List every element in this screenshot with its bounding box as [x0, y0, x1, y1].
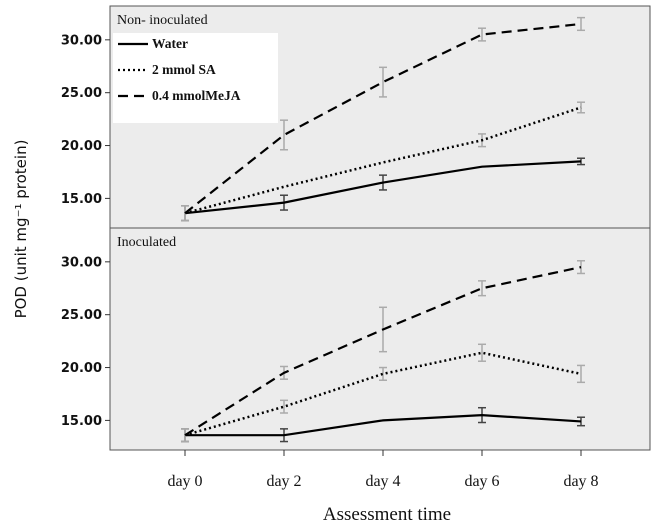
x-tick-label: day 2 — [266, 473, 301, 490]
x-tick-label: day 6 — [464, 473, 499, 490]
y-tick-label: 20.00 — [61, 139, 102, 154]
series-water — [181, 406, 585, 443]
chart-panels: 15.00 20.00 25.00 30.00 Non- inoculated Water… — [61, 5, 651, 451]
legend-entry: 2 mmol SA — [152, 62, 216, 77]
legend-box — [113, 33, 278, 123]
panel-background — [109, 227, 651, 451]
series-line — [184, 22, 582, 215]
legend: Water 2 mmol SA 0.4 mmolMeJA — [113, 33, 278, 123]
series-line — [184, 160, 582, 215]
error-bar — [280, 399, 288, 414]
error-bar — [379, 66, 387, 98]
series-line — [184, 106, 582, 215]
y-tick-label: 20.00 — [61, 361, 102, 376]
error-bar — [181, 205, 189, 222]
error-bar — [478, 27, 486, 42]
y-tick-label: 15.00 — [61, 192, 102, 207]
error-bar — [379, 366, 387, 381]
panel-inoculated: 15.00 20.00 25.00 30.00 Inoculated — [61, 227, 651, 451]
y-tick-label: 30.00 — [61, 33, 102, 48]
series-0-4-mmolmeja — [181, 16, 585, 222]
y-tick-label: 30.00 — [61, 255, 102, 270]
y-tick-label: 25.00 — [61, 86, 102, 101]
y-axis-title: POD (unit mg⁻¹ protein) — [12, 140, 30, 319]
error-bar — [577, 16, 585, 32]
y-tick-label: 25.00 — [61, 308, 102, 323]
legend-entry: Water — [152, 36, 188, 51]
legend-entry: 0.4 mmolMeJA — [152, 88, 241, 103]
panel-non-inoculated: 15.00 20.00 25.00 30.00 Non- inoculated Water… — [61, 5, 651, 229]
x-tick-label: day 8 — [563, 473, 598, 490]
x-tick-label: day 4 — [365, 473, 400, 490]
panel-label: Non- inoculated — [117, 13, 208, 28]
series-line — [184, 266, 582, 437]
x-axis-title: Assessment time — [323, 504, 451, 525]
series-0-4-mmolmeja — [181, 260, 585, 443]
error-bar — [478, 280, 486, 297]
y-tick-label: 15.00 — [61, 414, 102, 429]
panel-label: Inoculated — [117, 235, 176, 250]
error-bar — [577, 364, 585, 384]
x-axis: day 0 day 2 day 4 day 6 day 8 — [167, 450, 599, 490]
x-tick-label: day 0 — [167, 473, 202, 490]
series-line — [185, 414, 582, 437]
error-bar — [478, 343, 486, 362]
error-bar — [280, 119, 288, 151]
